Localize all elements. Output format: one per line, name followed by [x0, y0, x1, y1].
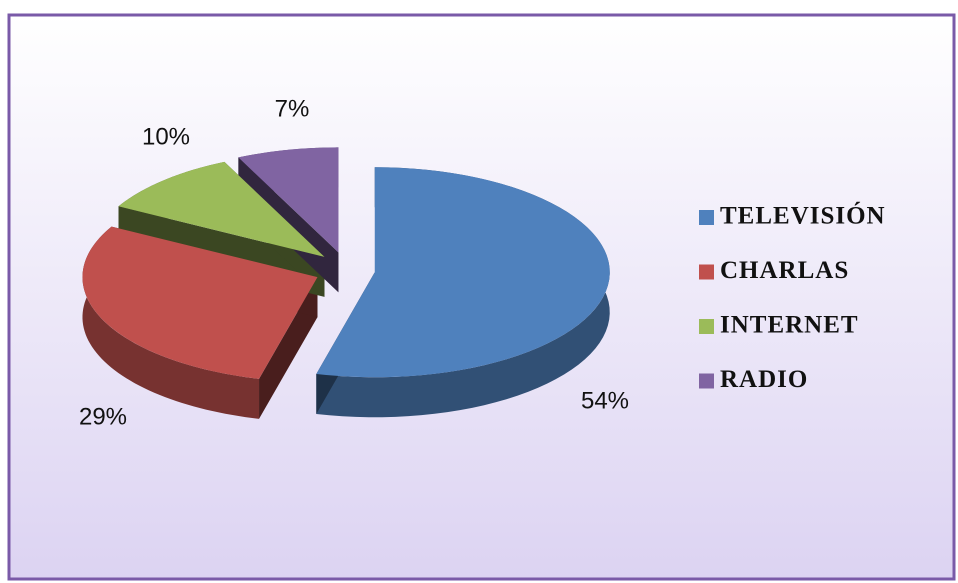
legend-swatch	[699, 373, 714, 389]
legend-swatch	[699, 319, 714, 334]
slice	[118, 161, 325, 257]
legend-swatch	[699, 264, 714, 280]
legend: TELEVISIÓN CHARLAS INTERNET RADIO	[699, 202, 886, 393]
legend-label: TELEVISIÓN	[720, 202, 886, 230]
data-label: 54%	[581, 387, 629, 414]
data-label: 10%	[142, 123, 190, 150]
legend-label: RADIO	[720, 366, 808, 393]
slice	[238, 147, 339, 253]
legend-swatch	[699, 210, 714, 225]
data-label: 7%	[275, 95, 310, 122]
data-labels: 54% 29% 10% 7%	[79, 95, 629, 430]
slice	[316, 167, 610, 378]
data-label: 29%	[79, 403, 127, 430]
slice	[82, 226, 318, 379]
slice-outer-wall	[82, 226, 260, 419]
legend-label: CHARLAS	[720, 257, 849, 284]
legend-label: INTERNET	[720, 312, 859, 339]
slice-tops	[82, 147, 610, 379]
